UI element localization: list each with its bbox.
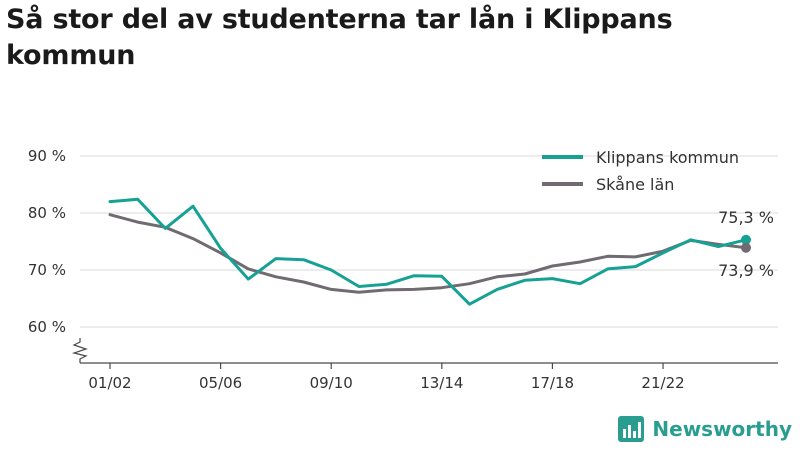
y-axis-ticks: 60 % 70 % 80 % 90 %	[28, 147, 66, 336]
x-tick-label: 01/02	[88, 374, 131, 392]
x-tick-label: 21/22	[641, 374, 684, 392]
series-line-skåne-län	[108, 213, 748, 294]
brand-name: Newsworthy	[652, 417, 792, 441]
series-end-label: 73,9 %	[718, 261, 774, 280]
legend-label: Skåne län	[596, 175, 674, 194]
legend-label: Klippans kommun	[596, 148, 739, 167]
series-line-klippans-kommun	[108, 197, 748, 306]
series-lines	[108, 197, 748, 306]
brand-logo: Newsworthy	[618, 414, 792, 444]
chart-title: Så stor del av studenterna tar lån i Kli…	[6, 4, 673, 71]
series-end-label: 75,3 %	[718, 208, 774, 227]
y-tick-label: 90 %	[28, 147, 66, 165]
gridlines	[80, 155, 778, 328]
y-tick-label: 70 %	[28, 261, 66, 279]
series-end-markers: 75,3 % 73,9 %	[718, 208, 774, 280]
series-end-point	[741, 242, 751, 253]
y-tick-label: 80 %	[28, 204, 66, 222]
series-end-point	[741, 234, 751, 245]
x-tick-label: 13/14	[420, 374, 463, 392]
x-axis	[71, 338, 778, 364]
legend: Klippans kommun Skåne län	[542, 148, 739, 194]
newsworthy-logo-icon	[618, 416, 645, 442]
x-tick-label: 05/06	[199, 374, 242, 392]
axis-break-icon	[71, 338, 88, 363]
x-tick-label: 17/18	[531, 374, 574, 392]
y-tick-label: 60 %	[28, 318, 66, 336]
x-tick-label: 09/10	[310, 374, 353, 392]
x-axis-ticks: 01/02 05/06 09/10 13/14 17/18 21/22	[88, 363, 685, 392]
